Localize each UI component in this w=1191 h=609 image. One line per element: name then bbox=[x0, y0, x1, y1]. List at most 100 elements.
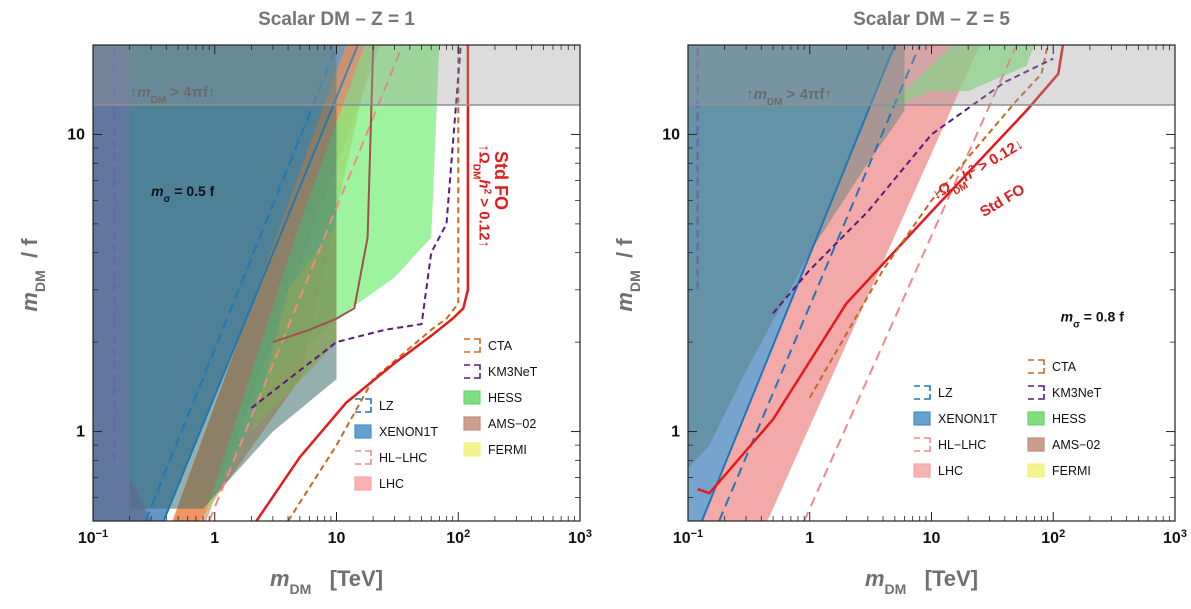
legend-swatch bbox=[914, 437, 931, 452]
legend-entry: LZ bbox=[914, 385, 953, 400]
x-ticks: 10−1 1 10 102 103 bbox=[78, 45, 592, 547]
legend-swatch bbox=[1027, 411, 1045, 426]
y-axis-label: mDM / f bbox=[612, 238, 643, 312]
stdfo-line bbox=[255, 45, 470, 521]
legend-label: CTA bbox=[1052, 360, 1077, 374]
legend-entry: AMS−02 bbox=[1027, 437, 1100, 452]
x-tick-label: 102 bbox=[1041, 528, 1065, 547]
xenon1t-line bbox=[700, 45, 896, 521]
legend-entry: CTA bbox=[464, 338, 513, 353]
lz-line bbox=[144, 45, 339, 521]
plot-area bbox=[93, 45, 580, 521]
legend-label: LZ bbox=[938, 386, 953, 400]
x-tick-label: 1 bbox=[210, 530, 219, 547]
legend-swatch bbox=[355, 398, 372, 413]
legend-label: LZ bbox=[379, 399, 394, 413]
legend-entry: HL−LHC bbox=[914, 437, 986, 452]
chart-title: Scalar DM – Z = 1 bbox=[258, 9, 415, 30]
legend-label: XENON1T bbox=[379, 425, 438, 439]
legend-entry: HESS bbox=[463, 390, 522, 405]
x-axis-label: mDM [TeV] bbox=[270, 566, 383, 597]
cta-line bbox=[287, 45, 460, 521]
legend-label: HL−LHC bbox=[379, 451, 427, 465]
x-tick-label: 10−1 bbox=[673, 528, 703, 547]
legend-swatch bbox=[913, 463, 931, 478]
y-tick-label: 10 bbox=[662, 126, 680, 143]
y-ticks: 1 10 bbox=[662, 44, 1175, 498]
stdfo-line bbox=[697, 45, 1065, 495]
exp-shade-left bbox=[93, 45, 152, 521]
x-tick-label: 102 bbox=[446, 528, 470, 547]
legend: LZ XENON1T HL−LHC LHC CTA KM3NeT HESS AMS−02 FER… bbox=[354, 338, 538, 491]
legend-entry: LHC bbox=[354, 476, 404, 491]
x-axis-label: mDM [TeV] bbox=[865, 566, 978, 597]
legend-entry: XENON1T bbox=[354, 424, 438, 439]
legend: LZ XENON1T HL−LHC LHC CTA KM3NeT HESS AMS−02 FER… bbox=[913, 359, 1102, 478]
bound-label: ↑mDM > 4πf↑ bbox=[130, 84, 216, 106]
legend-entry: KM3NeT bbox=[464, 364, 538, 379]
legend-swatch bbox=[354, 476, 372, 491]
x-tick-label: 1 bbox=[805, 530, 814, 547]
y-tick-label: 1 bbox=[671, 424, 680, 441]
legend-swatch bbox=[463, 442, 481, 457]
exp-shade bbox=[688, 45, 905, 469]
legend-label: AMS−02 bbox=[488, 417, 536, 431]
legend-label: CTA bbox=[488, 339, 513, 353]
legend-entry: AMS−02 bbox=[463, 416, 536, 431]
legend-entry: FERMI bbox=[463, 442, 527, 457]
x-tick-label: 10−1 bbox=[78, 528, 108, 547]
legend-entry: HESS bbox=[1027, 411, 1086, 426]
xenon1t-line bbox=[162, 45, 359, 521]
legend-swatch bbox=[463, 416, 481, 431]
legend-label: FERMI bbox=[1052, 464, 1091, 478]
legend-entry: CTA bbox=[1028, 359, 1077, 374]
legend-swatch bbox=[913, 411, 931, 426]
relic-label: ↑ΩDMh2 > 0.12↑ bbox=[471, 144, 493, 248]
legend-label: LHC bbox=[938, 464, 963, 478]
exp-shade bbox=[129, 45, 337, 509]
legend-label: KM3NeT bbox=[1052, 386, 1102, 400]
legend-entry: HL−LHC bbox=[355, 450, 427, 465]
plot-area bbox=[688, 45, 1175, 521]
km3net-line bbox=[250, 45, 462, 409]
lhc-region bbox=[701, 45, 980, 521]
msigma-label: mσ = 0.8 f bbox=[1061, 308, 1125, 330]
cta-line bbox=[808, 45, 1049, 399]
legend-entry: FERMI bbox=[1027, 463, 1091, 478]
y-axis-label: mDM / f bbox=[17, 238, 48, 312]
legend-label: LHC bbox=[379, 477, 404, 491]
legend-swatch bbox=[1028, 385, 1045, 400]
x-tick-label: 10 bbox=[923, 530, 941, 547]
chart-title: Scalar DM – Z = 5 bbox=[853, 9, 1010, 30]
bound-label: ↑mDM > 4πf↑ bbox=[746, 86, 832, 108]
stdfo-label: Std FO bbox=[491, 151, 511, 210]
legend-swatch bbox=[463, 390, 481, 405]
legend-swatch bbox=[354, 424, 372, 439]
x-tick-label: 103 bbox=[568, 528, 592, 547]
bound-region bbox=[93, 45, 580, 105]
panel-2: 10−1 1 10 102 103 1 10 Scalar DM – Z = 5 mDM [Te… bbox=[612, 9, 1187, 597]
hllhc-line bbox=[208, 45, 404, 521]
hllhc-line bbox=[803, 45, 1018, 521]
panel-1: 10−1 1 10 102 103 1 10 Scalar DM – Z = 1 mDM [Te… bbox=[17, 9, 592, 597]
legend-swatch bbox=[1027, 437, 1045, 452]
legend-label: HESS bbox=[1052, 412, 1086, 426]
msigma-label: mσ = 0.5 f bbox=[151, 183, 215, 205]
legend-label: FERMI bbox=[488, 443, 527, 457]
legend-swatch bbox=[914, 385, 931, 400]
x-tick-label: 10 bbox=[328, 530, 346, 547]
y-ticks: 1 10 bbox=[67, 44, 580, 498]
legend-label: HL−LHC bbox=[938, 438, 986, 452]
hess-region bbox=[883, 45, 1035, 111]
legend-entry: LHC bbox=[913, 463, 963, 478]
legend-label: AMS−02 bbox=[1052, 438, 1100, 452]
legend-entry: XENON1T bbox=[913, 411, 997, 426]
legend-swatch bbox=[1027, 463, 1045, 478]
x-tick-label: 103 bbox=[1163, 528, 1187, 547]
legend-swatch bbox=[464, 338, 481, 353]
bound-region bbox=[688, 45, 1175, 105]
legend-entry: LZ bbox=[355, 398, 394, 413]
legend-swatch bbox=[355, 450, 372, 465]
